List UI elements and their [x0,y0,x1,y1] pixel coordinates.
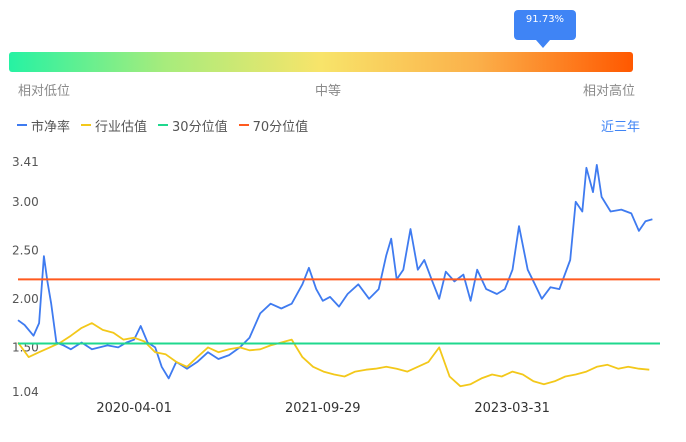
legend-item-pb[interactable]: 市净率 [17,116,70,135]
legend-item-industry[interactable]: 行业估值 [81,116,147,135]
chart-legend: 市净率 行业估值 30分位值 70分位值 [17,116,319,135]
legend-label-p70: 70分位值 [252,119,309,135]
legend-label-industry: 行业估值 [95,119,148,135]
legend-swatch-p30 [158,124,169,126]
legend-label-p30: 30分位值 [172,119,228,135]
y-tick-label: 3.41 [12,155,39,169]
y-tick-label: 2.50 [12,243,39,257]
pb-series-line [17,163,653,380]
scale-low-label: 相对低位 [18,84,71,99]
legend-item-p70[interactable]: 70分位值 [238,116,309,135]
legend-swatch-pb [17,124,27,126]
industry-series-line [17,322,650,388]
legend-swatch-p70 [238,124,249,126]
scale-mid-label: 中等 [315,84,342,99]
scale-high-label: 相对高位 [583,84,636,99]
valuation-gradient-bar [9,52,633,72]
legend-item-p30[interactable]: 30分位值 [158,116,228,135]
x-tick-label: 2023-03-31 [474,401,550,416]
y-tick-label: 2.00 [12,292,39,306]
percentile-tooltip: 91.73% [514,10,576,48]
period-selector[interactable]: 近三年 [600,120,640,135]
y-tick-label: 3.00 [12,195,39,209]
legend-label-pb: 市净率 [31,119,71,135]
legend-swatch-industry [81,124,92,126]
x-tick-label: 2021-09-29 [285,401,361,416]
y-tick-label: 1.04 [12,385,39,399]
x-tick-label: 2020-04-01 [96,401,172,416]
percentile-value: 91.73% [525,14,565,25]
